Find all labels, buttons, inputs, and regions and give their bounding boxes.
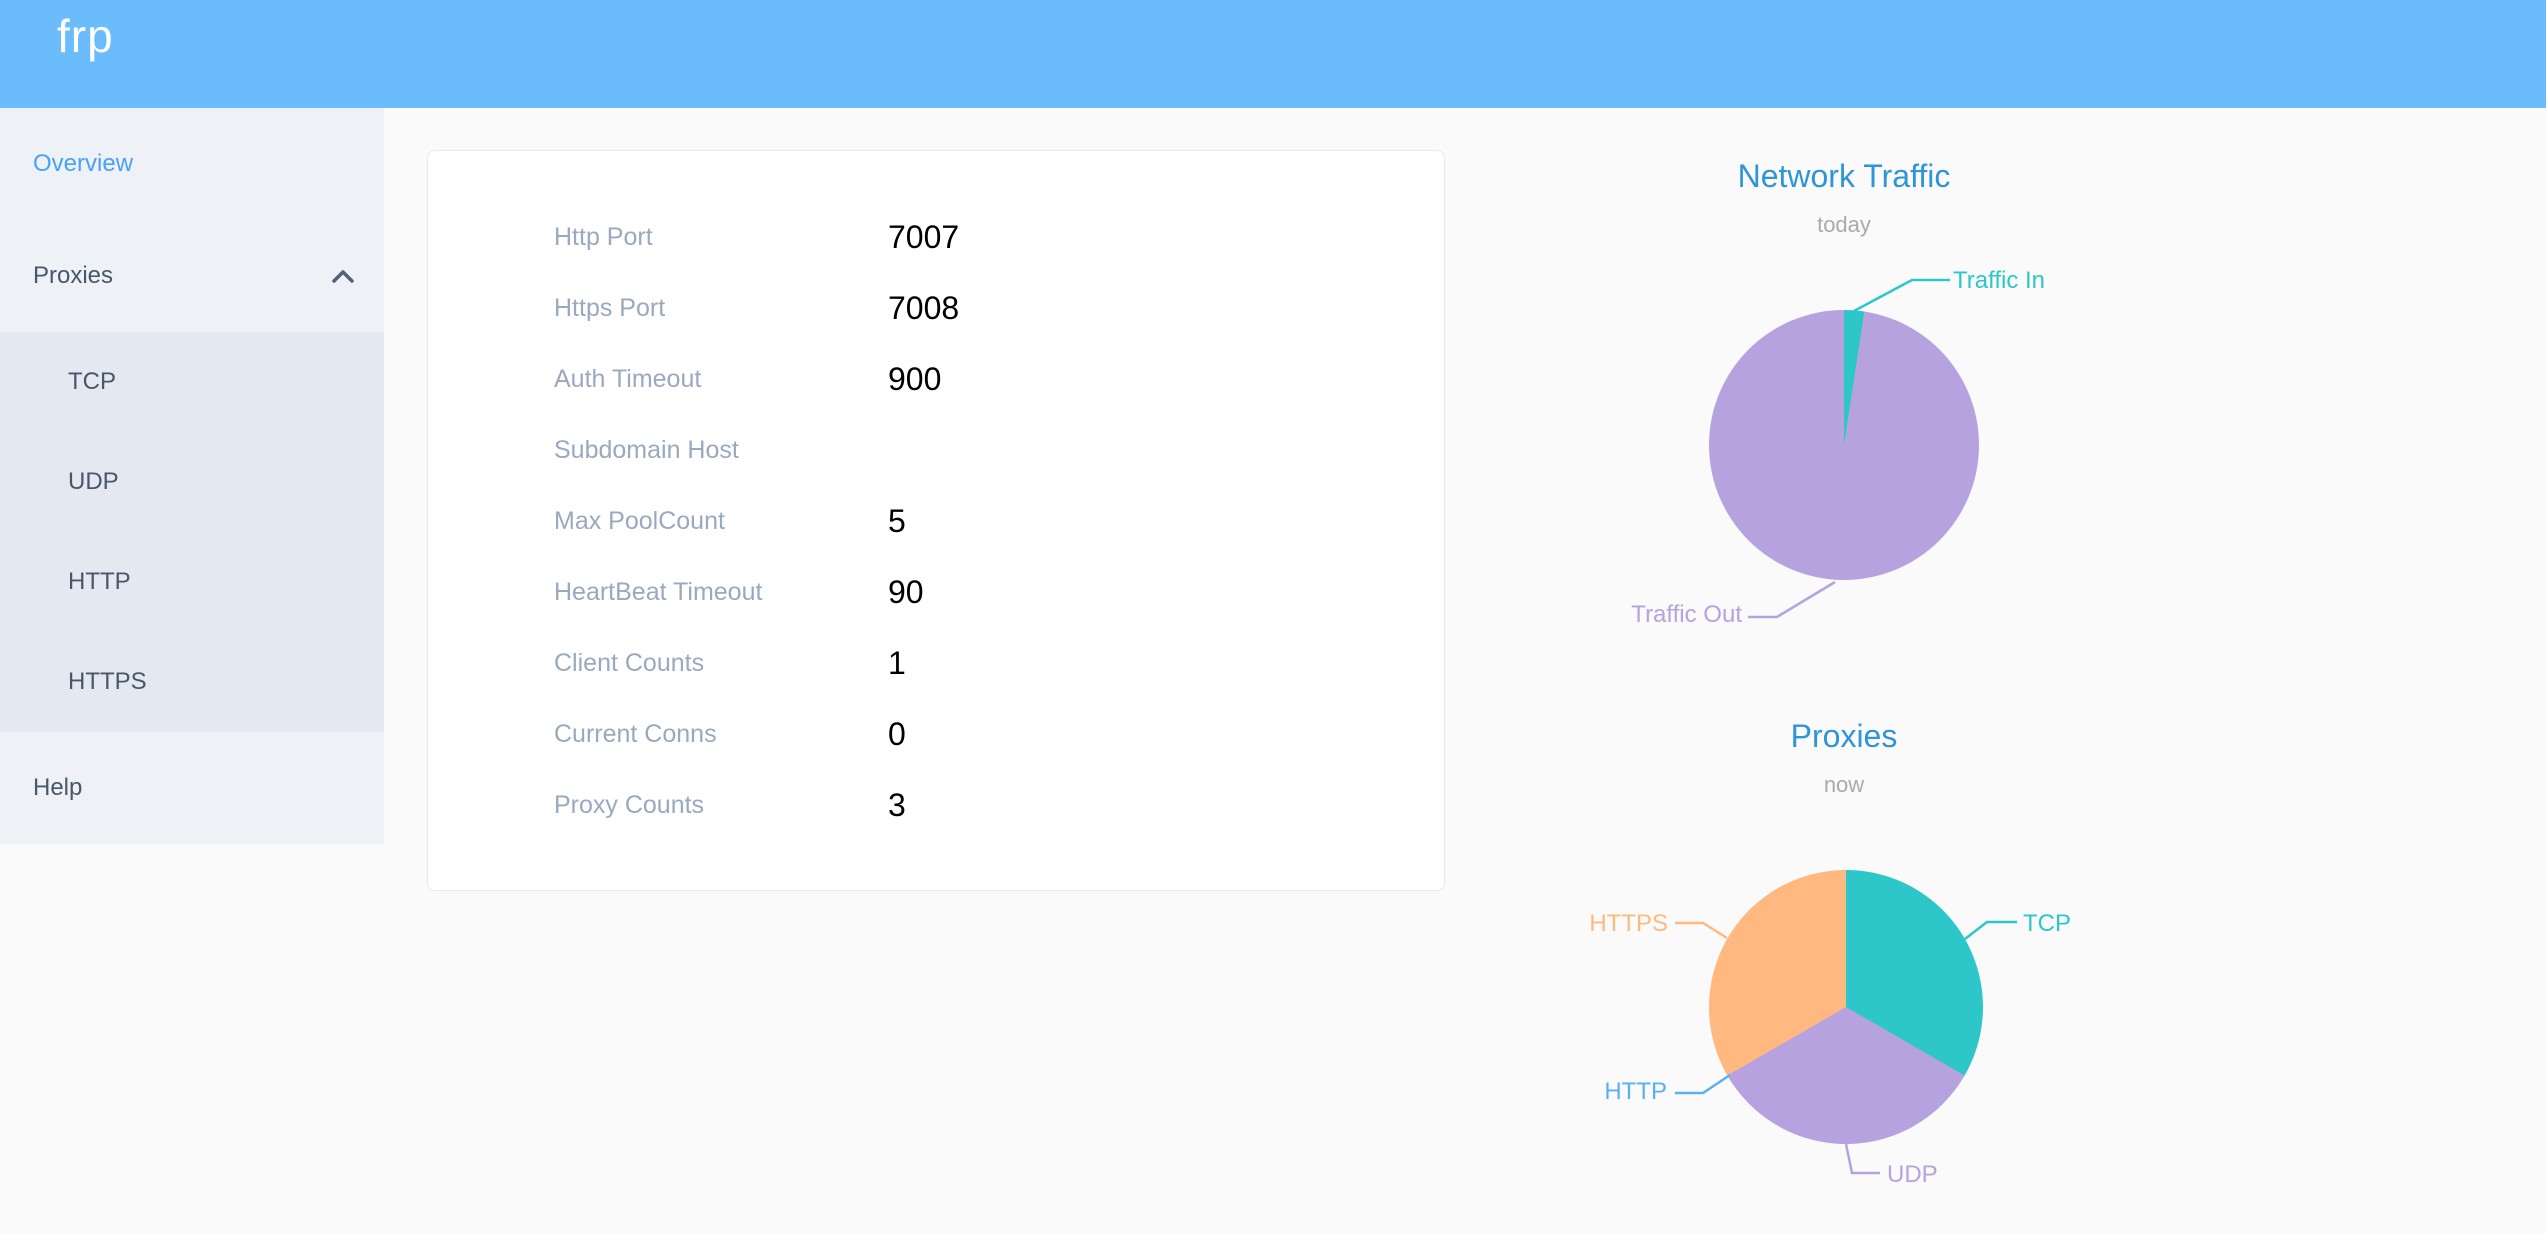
info-row: Client Counts 1 (428, 628, 1444, 699)
info-label: Subdomain Host (554, 436, 739, 464)
pie-label-tcp: TCP (2023, 910, 2071, 937)
info-value: 0 (888, 716, 906, 752)
sidebar-item-http[interactable]: HTTP (68, 568, 131, 595)
app-header: frp (0, 0, 2546, 108)
info-value: 7008 (888, 290, 960, 326)
info-value: 900 (888, 361, 942, 397)
network-traffic-pie[interactable] (1709, 310, 1979, 580)
server-info-rows: Http Port 7007 Https Port 7008 Auth Timeout 9… (428, 202, 1444, 841)
sidebar-item-help[interactable]: Help (0, 732, 384, 844)
sidebar-item-proxies[interactable]: Proxies (0, 220, 384, 332)
info-label: Current Conns (554, 720, 717, 748)
chart-title-network-traffic: Network Traffic (1737, 158, 1951, 194)
pie-label-http: HTTP (1604, 1078, 1667, 1105)
sidebar-item-udp[interactable]: UDP (68, 468, 119, 495)
chevron-up-icon (332, 270, 354, 283)
info-value: 90 (888, 574, 924, 610)
server-info-card: Http Port 7007 Https Port 7008 Auth Timeout 9… (427, 150, 1445, 891)
pie-label-udp: UDP (1887, 1161, 1938, 1188)
info-label: Max PoolCount (554, 507, 725, 535)
sidebar: Overview Proxies TCP UDP HTTP HTTPS Help (0, 108, 384, 844)
info-label: Http Port (554, 223, 653, 251)
info-row: Auth Timeout 900 (428, 344, 1444, 415)
info-label: Proxy Counts (554, 791, 705, 819)
sidebar-item-overview[interactable]: Overview (0, 108, 384, 220)
chart-subtitle-now: now (1823, 772, 1865, 797)
info-row: HeartBeat Timeout 90 (428, 557, 1444, 628)
app-logo: frp (57, 10, 114, 62)
proxies-submenu: TCP UDP HTTP HTTPS (0, 332, 384, 732)
info-row: Max PoolCount 5 (428, 486, 1444, 557)
info-row: Subdomain Host (428, 415, 1444, 486)
info-row: Https Port 7008 (428, 273, 1444, 344)
info-row: Http Port 7007 (428, 202, 1444, 273)
sidebar-item-label: Help (33, 774, 83, 801)
info-label: Client Counts (554, 649, 705, 677)
chart-title-proxies: Proxies (1790, 718, 1898, 754)
sidebar-item-https[interactable]: HTTPS (68, 668, 147, 695)
info-row: Proxy Counts 3 (428, 770, 1444, 841)
proxies-pie[interactable] (1709, 870, 1983, 1144)
info-row: Current Conns 0 (428, 699, 1444, 770)
sidebar-item-label: Overview (33, 150, 134, 177)
info-label: Auth Timeout (554, 365, 702, 393)
info-label: HeartBeat Timeout (554, 578, 763, 606)
info-label: Https Port (554, 294, 666, 322)
pie-label-traffic-out: Traffic Out (1631, 601, 1742, 628)
info-value: 5 (888, 503, 906, 539)
info-value: 7007 (888, 219, 960, 255)
sidebar-item-label: Proxies (33, 262, 114, 289)
pie-label-https: HTTPS (1589, 910, 1668, 937)
sidebar-item-tcp[interactable]: TCP (68, 368, 116, 395)
info-value: 1 (888, 645, 906, 681)
info-value: 3 (888, 787, 906, 823)
pie-label-traffic-in: Traffic In (1953, 267, 2046, 294)
chart-subtitle-today: today (1817, 212, 1871, 237)
